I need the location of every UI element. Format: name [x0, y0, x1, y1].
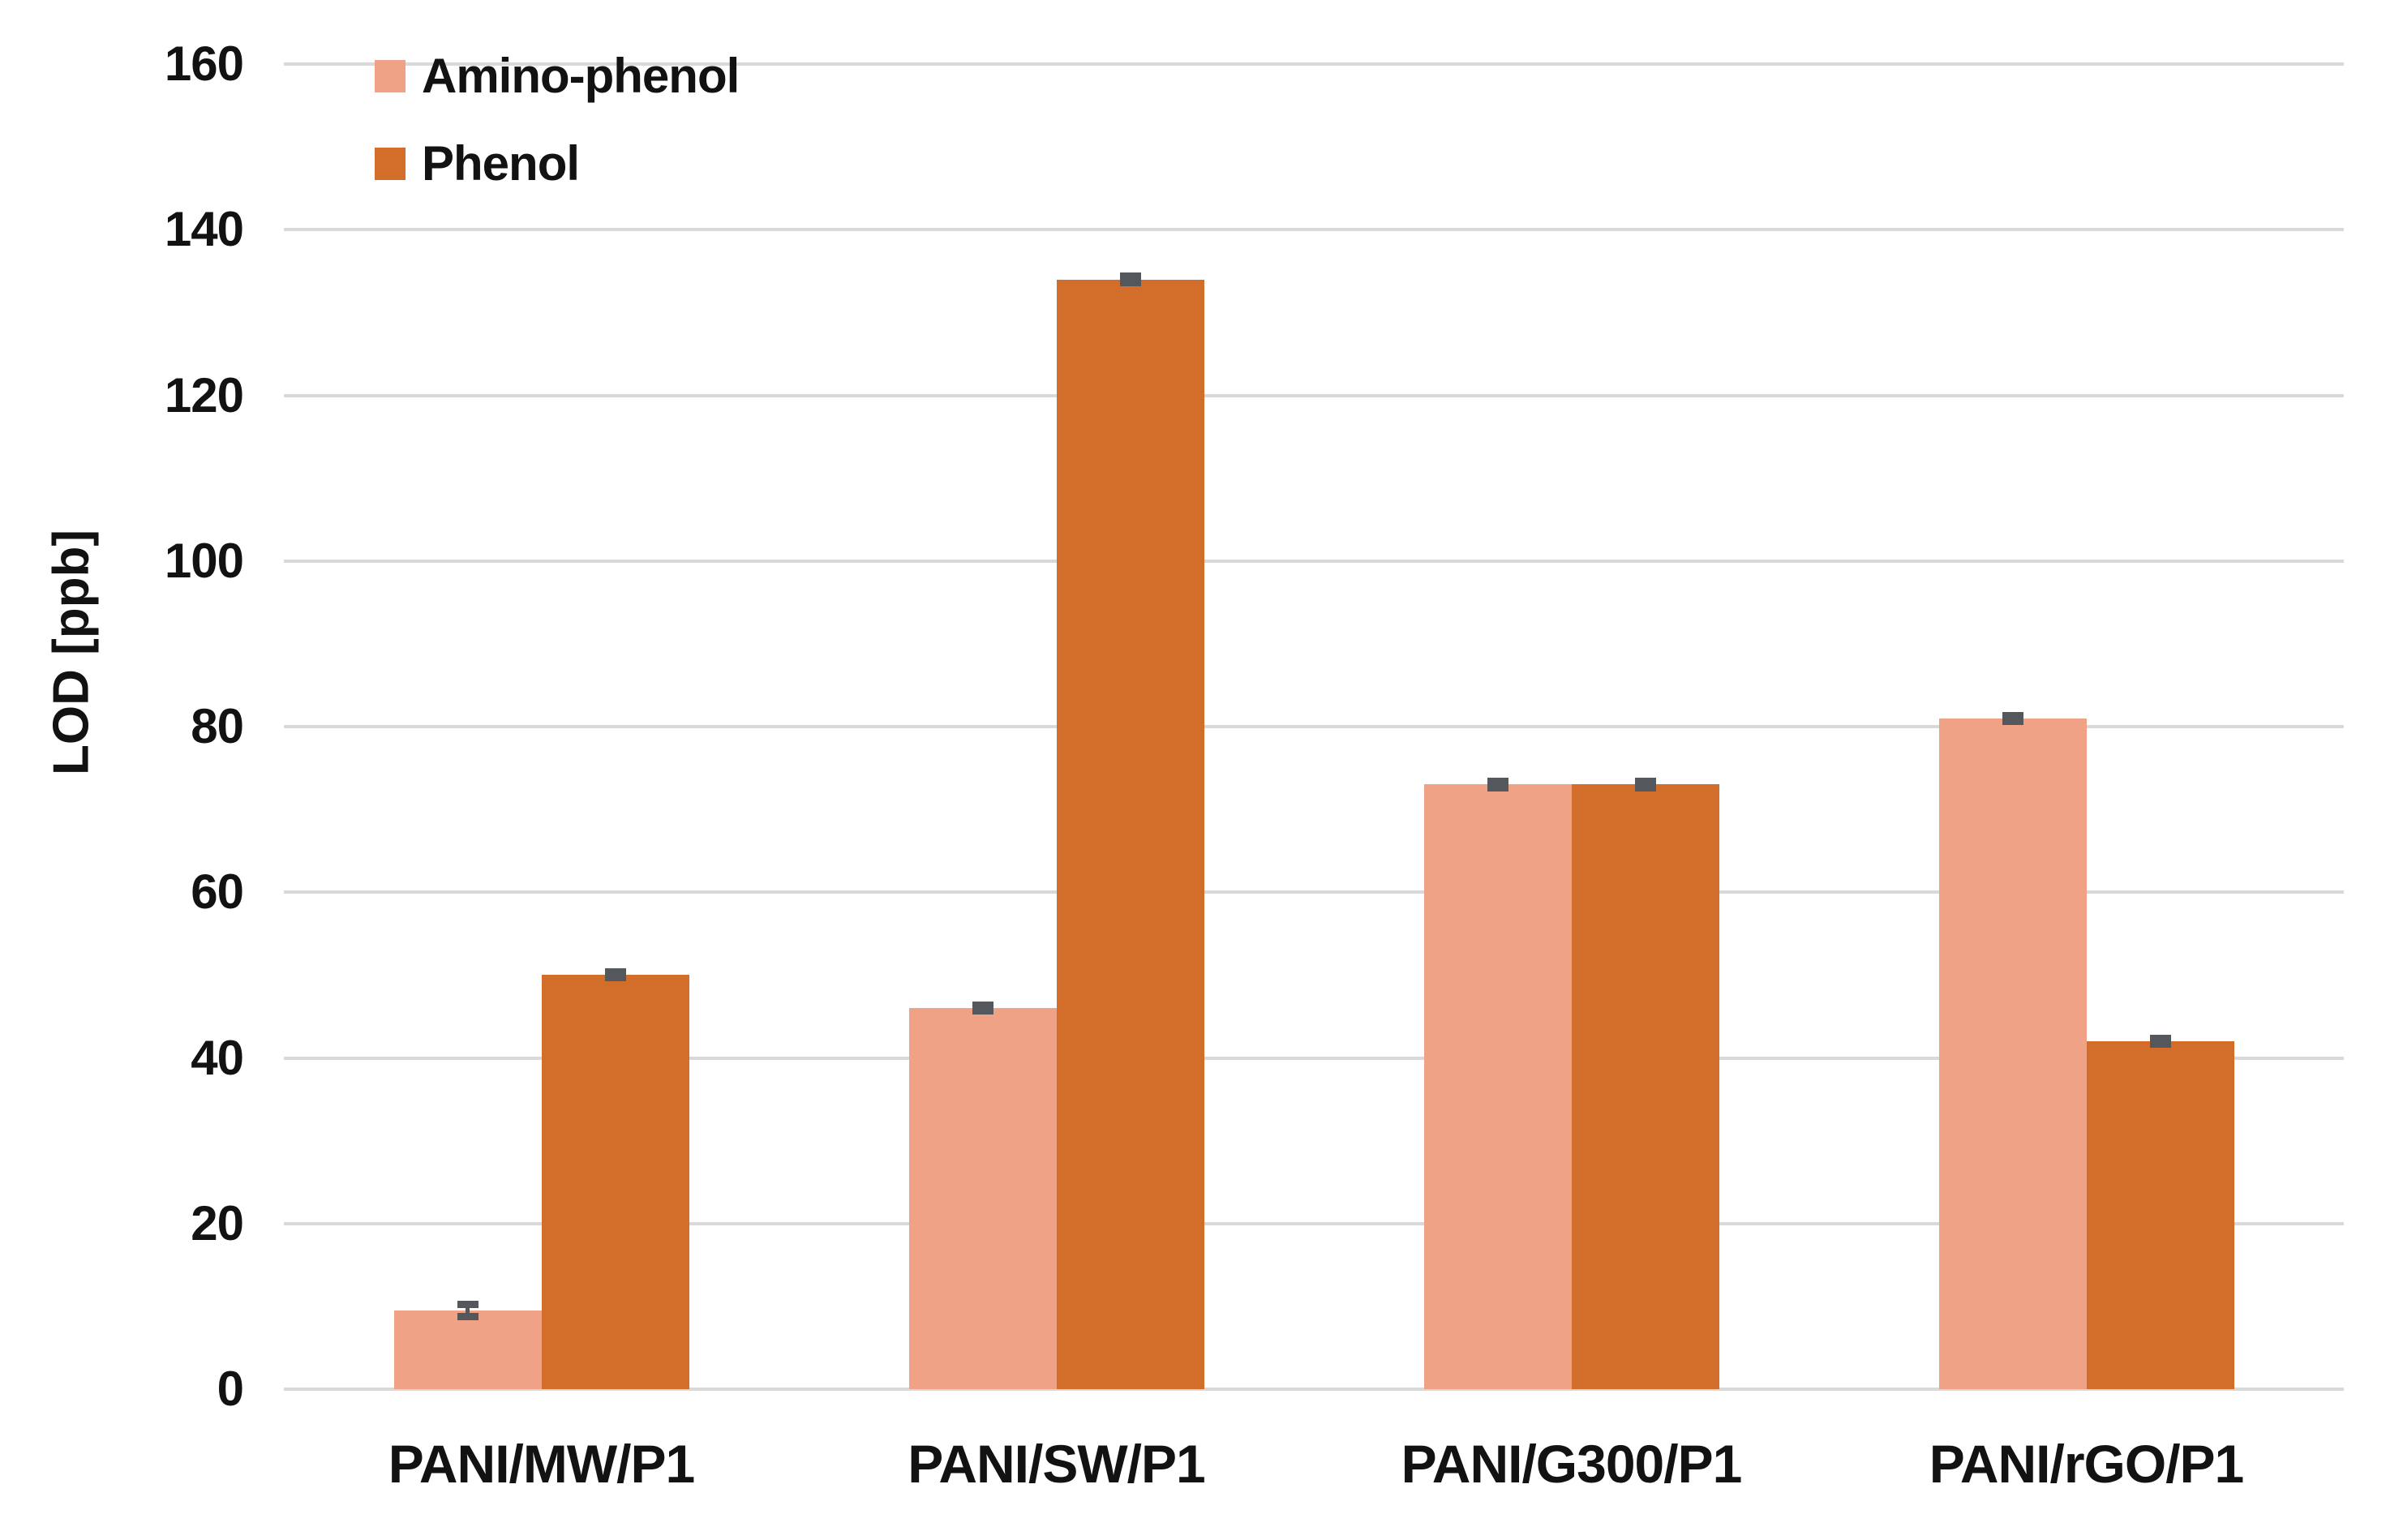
error-bar-cap-bottom — [457, 1312, 478, 1320]
y-tick-label: 80 — [191, 699, 244, 753]
x-axis-label-pani-sw-p1: PANI/SW/P1 — [908, 1434, 1206, 1494]
error-bar-cap-top — [972, 1002, 993, 1010]
legend-item-amino-phenol: Amino-phenol — [375, 47, 740, 105]
gridline — [284, 559, 2344, 563]
y-tick-label: 40 — [191, 1030, 244, 1085]
x-axis-label-pani-mw-p1: PANI/MW/P1 — [388, 1434, 695, 1494]
bar-phenol-pani-sw-p1 — [1056, 279, 1204, 1389]
error-bar-cap-bottom — [1487, 783, 1508, 791]
gridline — [284, 725, 2344, 728]
error-bar-cap-top — [1487, 778, 1508, 786]
error-bar-cap-bottom — [1119, 278, 1141, 286]
bar-amino-phenol-pani-sw-p1 — [908, 1008, 1057, 1389]
error-bar-cap-bottom — [2002, 717, 2023, 725]
error-bar-cap-top — [2002, 711, 2023, 719]
bar-amino-phenol-pani-rgo-p1 — [1938, 718, 2087, 1389]
y-tick-label: 0 — [217, 1362, 244, 1416]
legend: Amino-phenol Phenol — [375, 47, 740, 222]
bar-phenol-pani-mw-p1 — [541, 975, 689, 1389]
x-axis-label-pani-g300-p1: PANI/G300/P1 — [1401, 1434, 1743, 1494]
error-bar-cap-top — [2149, 1035, 2171, 1042]
bar-phenol-pani-rgo-p1 — [2086, 1041, 2234, 1389]
y-tick-label: 160 — [164, 36, 244, 91]
bar-amino-phenol-pani-mw-p1 — [393, 1310, 542, 1389]
legend-swatch-phenol — [375, 148, 406, 180]
legend-label-phenol: Phenol — [422, 136, 580, 191]
error-bar-cap-top — [1119, 272, 1141, 281]
bar-amino-phenol-pani-g300-p1 — [1423, 784, 1572, 1389]
x-axis-label-pani-rgo-p1: PANI/rGO/P1 — [1929, 1434, 2245, 1494]
gridline — [284, 62, 2344, 66]
legend-item-phenol: Phenol — [375, 135, 739, 193]
error-bar-cap-top — [457, 1301, 478, 1309]
error-bar-line — [466, 1304, 470, 1317]
gridline — [284, 1221, 2344, 1225]
y-tick-label: 100 — [164, 533, 244, 588]
error-bar-cap-bottom — [1634, 783, 1656, 791]
legend-swatch-amino-phenol — [375, 60, 406, 92]
gridline — [284, 890, 2344, 894]
legend-label-amino-phenol: Amino-phenol — [422, 49, 740, 103]
gridline — [284, 393, 2344, 397]
gridline — [284, 228, 2344, 232]
gridline — [284, 1388, 2344, 1391]
error-bar-cap-bottom — [2149, 1040, 2171, 1049]
y-tick-label: 120 — [164, 367, 244, 423]
y-tick-label: 20 — [191, 1195, 244, 1250]
y-tick-label: 60 — [191, 864, 244, 920]
error-bar-cap-top — [604, 968, 626, 976]
error-bar-cap-top — [1634, 778, 1656, 786]
y-tick-label: 140 — [164, 202, 244, 257]
error-bar-cap-bottom — [604, 974, 626, 982]
gridline — [284, 1056, 2344, 1060]
error-bar-cap-bottom — [972, 1007, 993, 1015]
bar-phenol-pani-g300-p1 — [1571, 784, 1719, 1389]
